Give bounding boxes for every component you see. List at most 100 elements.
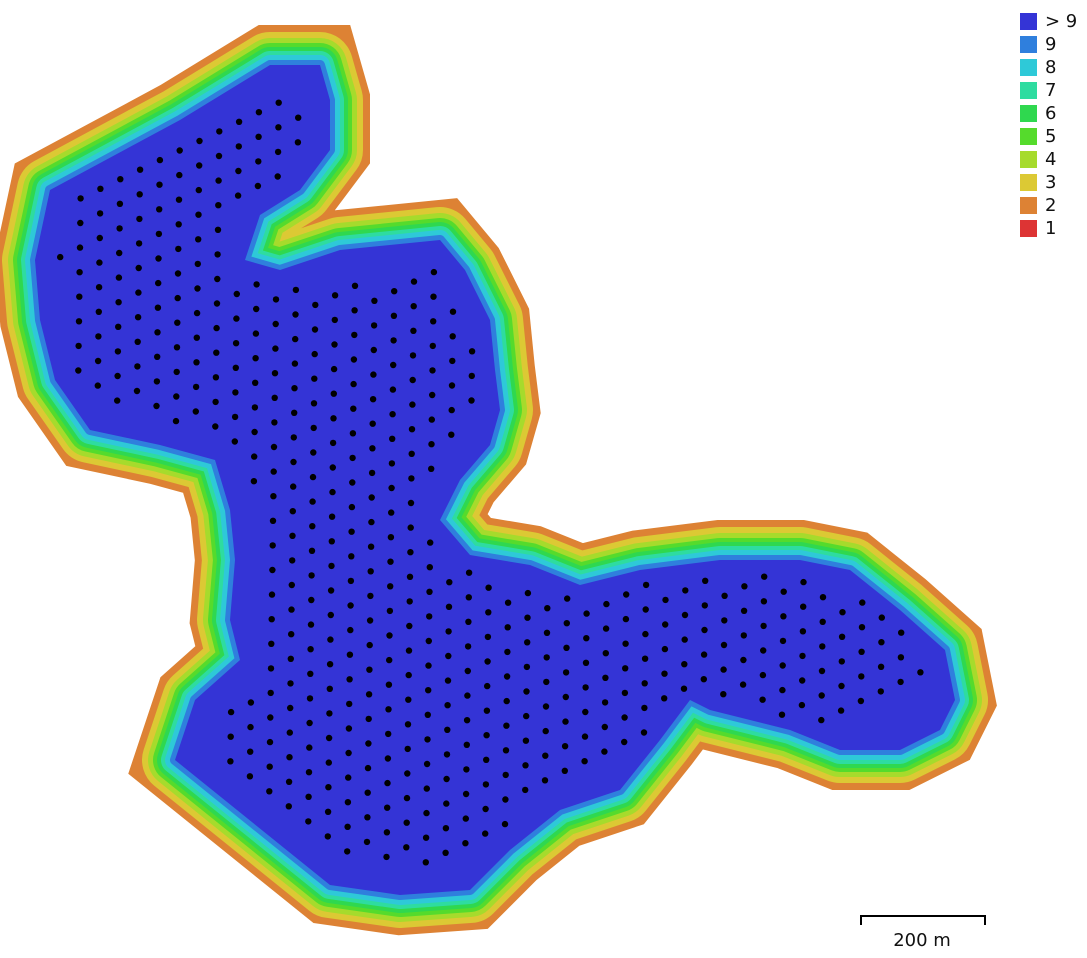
camera-point	[444, 702, 451, 709]
camera-point	[266, 788, 273, 795]
camera-point	[96, 234, 104, 242]
camera-point	[681, 636, 688, 643]
camera-point	[641, 655, 649, 662]
camera-point	[306, 719, 313, 727]
camera-point	[464, 643, 472, 650]
camera-point	[136, 166, 144, 173]
camera-point	[857, 697, 865, 705]
overlap-coverage	[35, 65, 955, 895]
camera-point	[384, 804, 391, 811]
camera-point	[194, 260, 201, 268]
camera-point	[602, 625, 610, 632]
camera-point	[134, 338, 141, 345]
legend-item-9: 9	[1020, 33, 1087, 56]
camera-point	[308, 547, 316, 554]
camera-point	[409, 401, 416, 408]
camera-point	[582, 659, 590, 666]
camera-point	[288, 631, 295, 638]
camera-point	[214, 226, 222, 233]
camera-point	[818, 667, 826, 675]
camera-point	[759, 671, 767, 679]
legend-swatch	[1020, 197, 1037, 214]
camera-point	[543, 678, 550, 686]
camera-point	[348, 503, 356, 511]
camera-point	[269, 517, 277, 524]
camera-point	[858, 673, 865, 680]
camera-point	[429, 391, 436, 399]
camera-point	[154, 304, 162, 311]
overlap-legend: > 9 9 8 7 6 5 4 3 2 1	[1020, 10, 1087, 240]
legend-item-3: 3	[1020, 171, 1087, 194]
camera-point	[484, 633, 492, 641]
camera-point	[155, 255, 162, 262]
camera-point	[622, 640, 629, 647]
camera-point	[193, 359, 200, 366]
camera-point	[859, 599, 866, 606]
camera-point	[720, 691, 727, 698]
camera-point	[740, 607, 748, 614]
camera-point	[294, 139, 302, 146]
camera-point	[623, 591, 630, 598]
legend-swatch	[1020, 36, 1037, 53]
legend-item-gt9: > 9	[1020, 10, 1087, 33]
camera-point	[155, 279, 162, 287]
legend-swatch	[1020, 82, 1037, 99]
camera-point	[444, 726, 451, 733]
camera-point	[271, 419, 278, 426]
legend-swatch	[1020, 105, 1037, 122]
camera-point	[385, 706, 392, 713]
camera-point	[325, 784, 332, 791]
camera-point	[390, 337, 397, 344]
camera-point	[97, 185, 104, 192]
camera-point	[75, 367, 82, 374]
camera-point	[115, 323, 122, 330]
camera-point	[363, 838, 371, 846]
camera-point	[385, 730, 392, 738]
camera-point	[367, 592, 374, 600]
camera-point	[94, 382, 102, 389]
camera-point	[305, 769, 313, 776]
camera-point	[799, 677, 806, 684]
camera-point	[367, 543, 375, 550]
camera-point	[231, 438, 238, 445]
camera-point	[681, 611, 689, 619]
camera-point	[386, 656, 393, 664]
camera-point	[448, 382, 456, 389]
camera-point	[443, 775, 450, 783]
camera-point	[858, 648, 865, 655]
camera-point	[346, 700, 353, 708]
camera-point	[543, 654, 550, 661]
camera-point	[176, 147, 183, 154]
camera-point	[268, 591, 276, 598]
camera-point	[272, 345, 279, 352]
legend-label: 7	[1045, 80, 1057, 101]
camera-point	[562, 693, 569, 701]
camera-point	[75, 318, 83, 325]
legend-item-5: 5	[1020, 125, 1087, 148]
camera-point	[328, 538, 335, 545]
camera-point	[504, 599, 512, 606]
camera-point	[720, 666, 727, 673]
camera-point	[760, 622, 767, 630]
camera-point	[483, 707, 491, 714]
camera-point	[215, 202, 222, 209]
camera-point	[661, 695, 668, 702]
camera-point	[621, 714, 628, 721]
camera-point	[721, 592, 728, 599]
camera-point	[468, 372, 475, 380]
camera-point	[235, 143, 242, 150]
camera-point	[351, 282, 359, 289]
camera-point	[462, 815, 469, 822]
camera-point	[272, 320, 279, 328]
camera-point	[290, 458, 297, 466]
camera-point	[368, 518, 375, 526]
camera-point	[213, 300, 221, 307]
camera-point	[561, 743, 569, 750]
camera-point	[325, 734, 333, 742]
scale-bar-line	[860, 915, 986, 925]
camera-point	[195, 211, 202, 218]
camera-point	[174, 294, 181, 302]
camera-point	[306, 695, 314, 702]
camera-point	[408, 450, 415, 457]
camera-point	[329, 464, 336, 471]
